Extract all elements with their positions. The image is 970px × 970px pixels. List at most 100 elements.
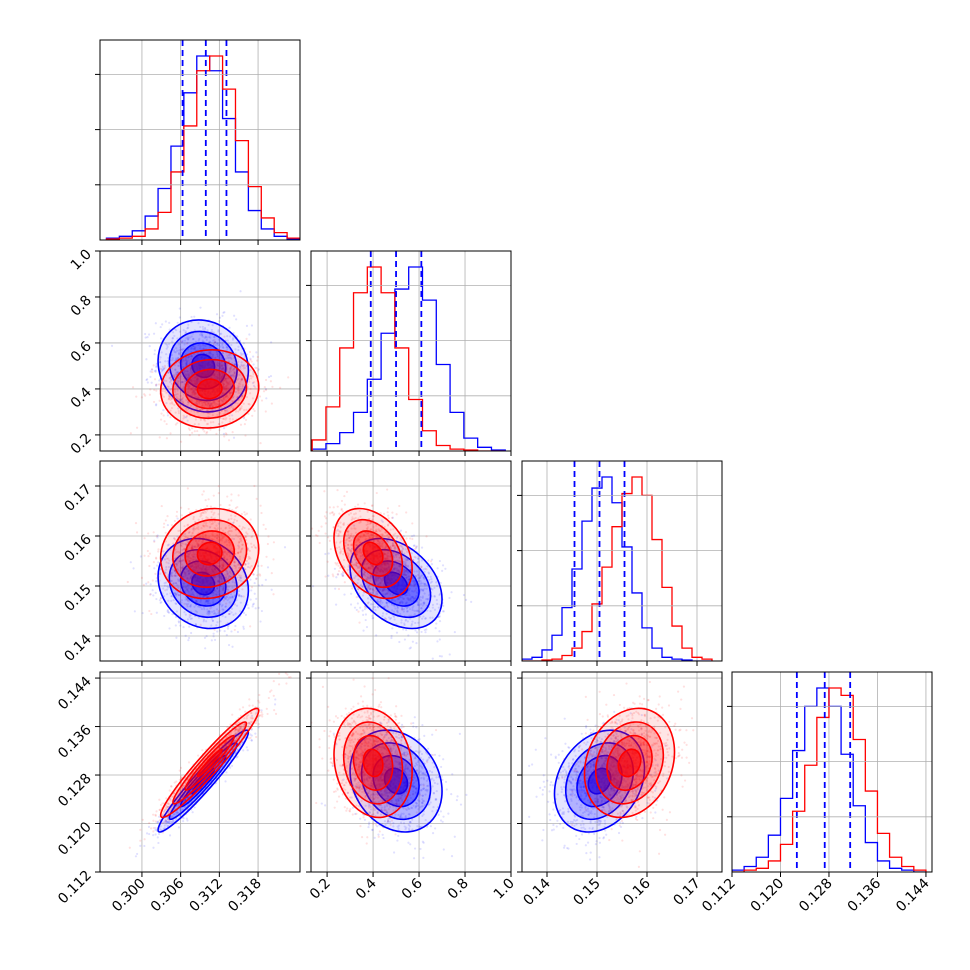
sample-point — [386, 562, 390, 565]
sample-point — [353, 606, 357, 609]
sample-point — [201, 403, 205, 406]
sample-point — [168, 321, 171, 324]
sample-point — [241, 385, 244, 388]
sample-point — [205, 569, 209, 572]
sample-point — [413, 548, 416, 551]
sample-point — [200, 334, 204, 337]
sample-point — [191, 557, 194, 560]
sample-point — [217, 579, 220, 583]
sample-point — [219, 538, 222, 542]
sample-point — [190, 553, 194, 557]
sample-point — [202, 401, 205, 404]
sample-point — [194, 340, 198, 343]
hist-panel-3: 0.112 0.120 0.128 0.136 0.144 — [699, 671, 933, 915]
sample-point — [237, 562, 240, 566]
sample-point — [225, 387, 228, 390]
sample-point — [206, 595, 209, 599]
sample-point — [208, 571, 211, 575]
sample-point — [171, 337, 174, 340]
sample-point — [202, 566, 205, 569]
sample-point — [172, 583, 175, 586]
sample-point — [158, 379, 161, 382]
sample-point — [222, 380, 225, 383]
sample-point — [184, 380, 187, 383]
sample-point — [164, 589, 167, 592]
sample-point — [415, 547, 418, 550]
sample-point — [229, 571, 232, 574]
sample-point — [178, 349, 181, 352]
sample-point — [186, 599, 189, 602]
sample-point — [212, 373, 216, 376]
sample-point — [178, 399, 181, 402]
sample-point — [239, 407, 242, 410]
scatter-panel-0-1: 0.20.40.60.81.0 — [68, 247, 301, 457]
sample-point — [221, 346, 225, 349]
sample-point — [199, 606, 202, 609]
sample-point — [209, 402, 212, 405]
sample-point — [190, 588, 193, 591]
sample-point — [188, 372, 191, 375]
sample-point — [173, 374, 176, 377]
sample-point — [168, 395, 171, 398]
sample-point — [202, 327, 205, 331]
sample-point — [186, 487, 189, 490]
sample-point — [226, 588, 229, 591]
sample-point — [339, 548, 342, 551]
sample-point — [248, 380, 251, 383]
sample-point — [358, 548, 361, 551]
sample-point — [249, 357, 252, 360]
sample-point — [213, 628, 216, 631]
sample-point — [181, 358, 184, 361]
sample-point — [218, 576, 221, 579]
sample-point — [208, 404, 211, 407]
sample-point — [214, 527, 217, 530]
sample-point — [265, 555, 268, 558]
sample-point — [169, 398, 172, 401]
sample-point — [207, 415, 210, 418]
sample-point — [256, 355, 259, 359]
sample-point — [252, 355, 255, 358]
sample-point — [159, 601, 162, 605]
sample-point — [403, 574, 406, 577]
sample-point — [358, 521, 361, 524]
sample-point — [219, 527, 223, 530]
sample-point — [199, 333, 202, 336]
sample-point — [191, 564, 194, 567]
sample-point — [356, 602, 359, 605]
sample-point — [195, 562, 198, 565]
sample-point — [210, 568, 213, 572]
sample-point — [219, 366, 222, 369]
sample-point — [222, 385, 225, 388]
sample-point — [167, 398, 170, 401]
sample-point — [189, 592, 192, 595]
sample-point — [342, 574, 345, 578]
sample-point — [165, 437, 169, 440]
hist-panel-0 — [95, 39, 301, 245]
sample-point — [153, 567, 156, 570]
sample-point — [355, 563, 358, 567]
sample-point — [149, 388, 152, 391]
sample-point — [221, 366, 224, 370]
sample-point — [370, 533, 373, 536]
sample-point — [193, 379, 196, 382]
sample-point — [231, 580, 234, 584]
sample-point — [193, 553, 197, 556]
sample-point — [393, 552, 396, 555]
sample-point — [201, 567, 204, 570]
sample-point — [232, 406, 235, 409]
sample-point — [250, 377, 253, 380]
sample-point — [223, 597, 226, 600]
sample-point — [203, 603, 207, 606]
sample-point — [225, 602, 228, 605]
sample-point — [216, 360, 219, 364]
sample-point — [226, 364, 229, 367]
sample-point — [173, 537, 176, 540]
sample-point — [362, 572, 365, 575]
sample-point — [341, 574, 345, 577]
sample-point — [233, 371, 236, 374]
sample-point — [219, 620, 222, 623]
sample-point — [211, 522, 215, 525]
sample-point — [208, 402, 211, 405]
sample-point — [216, 373, 219, 377]
sample-point — [221, 392, 224, 395]
